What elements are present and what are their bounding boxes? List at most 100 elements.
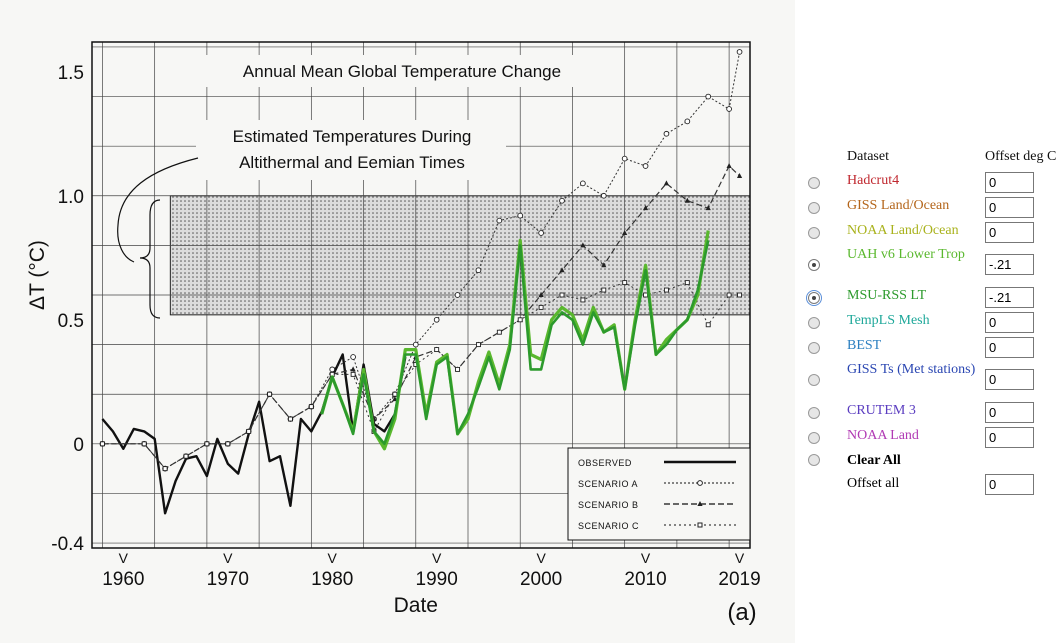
point-scenario-a [517,212,524,219]
x-tick-label: 2010 [624,569,666,590]
dataset-label[interactable]: UAH v6 Lower Trop [847,247,965,262]
x-tick-marker: V [432,550,442,566]
dataset-panel: Dataset Offset deg C Hadcrut4 GISS Land/O… [796,0,1060,643]
point-scenario-a [663,130,670,137]
offset-input[interactable] [985,171,1034,193]
dataset-label[interactable]: BEST [847,338,882,353]
point-scenario-b [601,262,607,268]
offset-input[interactable] [985,426,1034,448]
dataset-radio[interactable] [808,374,820,386]
offset-all-row: Offset all [796,474,1060,495]
offset-all-label: Offset all [847,476,900,491]
offset-input[interactable] [985,311,1034,333]
dataset-label[interactable]: MSU-RSS LT [847,288,927,303]
dataset-row: TempLS Mesh [796,311,1060,333]
point-scenario-a [412,341,419,348]
dataset-row: Hadcrut4 [796,171,1060,193]
legend-label: SCENARIO A [578,479,638,489]
point-scenario-a [726,106,732,112]
x-tick-label: 2019 [718,569,760,590]
dataset-label[interactable]: NOAA Land/Ocean [847,223,959,238]
y-tick-label: 0 [73,435,84,456]
dataset-radio[interactable] [808,201,820,214]
point-scenario-b [705,205,711,211]
temperature-chart: 1.5 1.0 0.5 0 -0.4 1960 V 1970 V 1980 V 1990 V 2000 V 2… [26,41,761,626]
x-tick-marker: V [536,550,546,566]
legend-label: SCENARIO B [578,500,639,510]
point-scenario-c [643,292,649,298]
clear-all-label[interactable]: Clear All [847,453,901,468]
offset-input[interactable] [985,286,1034,308]
title-background [192,55,612,87]
dataset-radio[interactable] [808,316,820,329]
annotation-line-1: Estimated Temperatures During [233,127,472,146]
point-scenario-b [663,180,670,186]
x-tick-marker: V [735,550,745,566]
dataset-radio[interactable] [808,341,820,354]
dataset-row: GISS Land/Ocean [796,196,1060,218]
dataset-radio[interactable] [808,406,820,419]
annotation-brace [139,199,161,319]
point-scenario-a [580,180,586,187]
point-scenario-a [538,230,544,236]
panel-label: (a) [727,599,756,626]
altithermal-band [169,195,751,316]
point-scenario-c [350,371,356,377]
point-scenario-b [736,172,743,178]
x-tick-marker: V [328,550,338,566]
dataset-radio[interactable] [808,431,820,444]
point-scenario-b [538,292,544,297]
point-scenario-c [308,404,314,410]
point-scenario-c [517,317,523,323]
dataset-row: BEST [796,336,1060,358]
point-scenario-c [601,287,607,293]
legend-label: OBSERVED [578,458,632,468]
dataset-row: GISS Ts (Met stations) [796,361,1060,395]
point-scenario-c [580,297,586,303]
offset-all-input[interactable] [985,474,1034,495]
x-tick-label: 1970 [207,569,249,590]
y-tick-label: 0.5 [58,311,84,332]
offset-input[interactable] [985,336,1034,358]
dataset-label[interactable]: CRUTEM 3 [847,403,916,418]
point-scenario-a [559,197,565,204]
dataset-radio[interactable] [806,289,822,306]
point-scenario-b [559,267,565,273]
clear-all-radio[interactable] [808,454,820,466]
point-scenario-c [475,342,481,348]
offset-input[interactable] [985,254,1034,275]
dataset-label[interactable]: NOAA Land [847,428,919,443]
dataset-radio[interactable] [808,226,820,239]
offset-input[interactable] [985,369,1034,390]
legend-marker [697,480,703,486]
series-msu-rss-lt [320,240,710,446]
dataset-row: UAH v6 Lower Trop [796,246,1060,280]
dataset-label[interactable]: TempLS Mesh [847,313,930,328]
y-tick-label: 1.5 [58,63,84,84]
dataset-label[interactable]: GISS Ts (Met stations) [847,362,976,377]
legend-marker [697,501,703,506]
dataset-label[interactable]: Hadcrut4 [847,173,900,188]
point-scenario-c [183,453,189,459]
x-tick-marker: V [641,550,651,566]
y-axis-label: ΔT (°C) [26,240,49,310]
point-scenario-c [287,416,293,422]
annotation-background [196,120,506,180]
x-axis-label: Date [394,594,438,617]
dataset-header: Dataset [847,149,889,164]
dataset-label[interactable]: GISS Land/Ocean [847,198,950,213]
point-scenario-c [622,280,628,286]
dataset-radio[interactable] [808,259,820,271]
point-scenario-c [267,391,273,397]
dataset-radio[interactable] [808,176,820,189]
offset-input[interactable] [985,196,1034,218]
offset-input[interactable] [985,401,1034,423]
offset-input[interactable] [985,221,1034,243]
point-scenario-c [392,391,398,397]
point-scenario-c [663,287,669,293]
x-tick-label: 1990 [416,569,458,590]
point-scenario-b [726,163,732,169]
annotation-line-2: Altithermal and Eemian Times [239,153,465,172]
point-scenario-c [225,441,231,447]
point-scenario-b [580,242,586,248]
